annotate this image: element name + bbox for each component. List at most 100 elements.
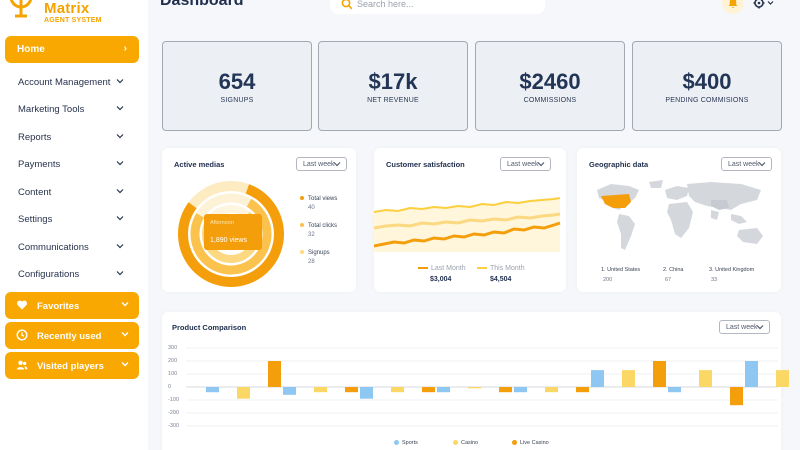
sidebar-item-reports[interactable]: Reports (18, 132, 130, 150)
bar-live-casino (653, 361, 666, 387)
sidebar-item-content[interactable]: Content (18, 187, 130, 205)
settings-button[interactable] (752, 0, 776, 12)
clock-icon (16, 329, 28, 341)
sidebar-item-label: Payments (18, 159, 61, 170)
notifications-button[interactable] (722, 0, 744, 14)
geo-united-kingdom: 3. United Kingdom 33 (709, 267, 754, 283)
legend-dot (300, 250, 304, 255)
y-tick: 100 (168, 371, 178, 377)
bar-casino (545, 387, 558, 393)
bar-casino (314, 387, 327, 393)
brand-name: Matrix (44, 0, 90, 17)
bar-casino (391, 387, 404, 393)
chevron-down-icon (116, 269, 126, 279)
sidebar-item-marketing-tools[interactable]: Marketing Tools (18, 104, 130, 122)
search-icon (341, 0, 353, 10)
range-select-value: Last week (728, 161, 760, 168)
bar-casino (776, 370, 789, 387)
visited-players-button[interactable]: Visited players (5, 352, 139, 379)
sidebar-item-settings[interactable]: Settings (18, 214, 130, 232)
legend-last-month: Last Month (418, 265, 466, 272)
brand-logo[interactable]: Matrix AGENT SYSTEM (0, 0, 148, 30)
chevron-down-icon (758, 160, 766, 170)
chevron-down-icon (116, 242, 126, 252)
legend-this-month: This Month (477, 265, 525, 272)
legend-dot (300, 196, 304, 201)
legend-label: Sports (402, 440, 418, 446)
bell-icon (728, 0, 738, 8)
kpi-value: $2460 (519, 69, 581, 94)
tooltip-value: 1,890 views (210, 237, 247, 244)
search-placeholder: Search here... (357, 0, 414, 9)
sidebar-item-payments[interactable]: Payments (18, 159, 130, 177)
bar-casino (622, 370, 635, 387)
chevron-down-icon (537, 160, 545, 170)
y-tick: -300 (168, 423, 180, 429)
chevron-down-icon (116, 187, 126, 197)
sidebar-item-configurations[interactable]: Configurations (18, 269, 130, 287)
legend-swatch (418, 267, 428, 270)
bar-live-casino (576, 387, 589, 393)
chevron-down-icon (116, 159, 126, 169)
kpi-value: $17k (368, 69, 418, 94)
legend-label: Casino (461, 440, 479, 446)
bar-sports (668, 387, 681, 393)
sidebar: Matrix AGENT SYSTEM Home › Account Manag… (0, 0, 148, 450)
sidebar-item-label: Content (18, 187, 52, 198)
range-select[interactable]: Last week (296, 157, 347, 171)
kpi-label: PENDING COMMISIONS (665, 97, 749, 104)
range-select[interactable]: Last week (721, 157, 772, 171)
kpi-value: 654 (218, 69, 256, 94)
y-tick: -100 (168, 397, 180, 403)
search-input[interactable]: Search here... (330, 0, 545, 14)
kpi-signups: 654 SIGNUPS (162, 41, 312, 131)
y-tick: 200 (168, 358, 178, 364)
sidebar-item-label: Account Management (18, 77, 111, 88)
range-select-value: Last week (303, 161, 335, 168)
customer-satisfaction-panel: Customer satisfaction Last week Last Mon… (374, 148, 566, 292)
chevron-down-icon (116, 214, 126, 224)
recently-used-button[interactable]: Recently used (5, 322, 139, 349)
favorites-button[interactable]: Favorites (5, 292, 139, 319)
y-tick: 300 (168, 345, 178, 351)
bar-sports (514, 387, 527, 393)
y-tick: -200 (168, 410, 180, 416)
legend-dot (300, 223, 304, 228)
legend-label: This Month (490, 265, 525, 272)
legend-value: 40 (308, 205, 315, 211)
bar-casino (699, 370, 712, 387)
page-title: Dashboard (160, 0, 244, 9)
geo-label: 2. China (663, 267, 684, 273)
bar-live-casino (499, 387, 512, 393)
legend-value: 32 (308, 232, 315, 238)
panel-title: Geographic data (589, 160, 649, 169)
sidebar-item-account-management[interactable]: Account Management (18, 77, 130, 95)
chevron-down-icon (756, 323, 764, 333)
brand-subtitle: AGENT SYSTEM (44, 17, 102, 24)
legend-label: Signups (308, 250, 330, 256)
sidebar-item-label: Marketing Tools (18, 104, 85, 115)
range-select[interactable]: Last week (719, 320, 770, 334)
sidebar-item-communications[interactable]: Communications (18, 242, 130, 260)
legend-swatch (477, 267, 487, 270)
sidebar-item-label: Reports (18, 132, 52, 143)
legend-label: Last Month (431, 265, 466, 272)
kpi-label: COMMISSIONS (523, 97, 577, 104)
range-select[interactable]: Last week (500, 157, 551, 171)
favorites-label: Favorites (37, 301, 80, 312)
bar-sports (437, 387, 450, 393)
bar-casino (468, 387, 481, 389)
bar-sports (591, 370, 604, 387)
geo-value: 200 (603, 277, 613, 283)
geographic-panel: Geographic data Last week 1. United Stat… (577, 148, 781, 292)
geo-china: 2. China 67 (663, 267, 684, 283)
sidebar-item-home[interactable]: Home › (5, 36, 139, 63)
heart-icon (16, 300, 28, 310)
kpi-label: NET REVENUE (367, 97, 419, 104)
bar-casino (237, 387, 250, 399)
chevron-down-icon (121, 300, 129, 311)
geo-value: 33 (711, 277, 718, 283)
panel-title: Customer satisfaction (386, 160, 465, 169)
range-select-value: Last week (507, 161, 539, 168)
bar-live-casino (422, 387, 435, 393)
